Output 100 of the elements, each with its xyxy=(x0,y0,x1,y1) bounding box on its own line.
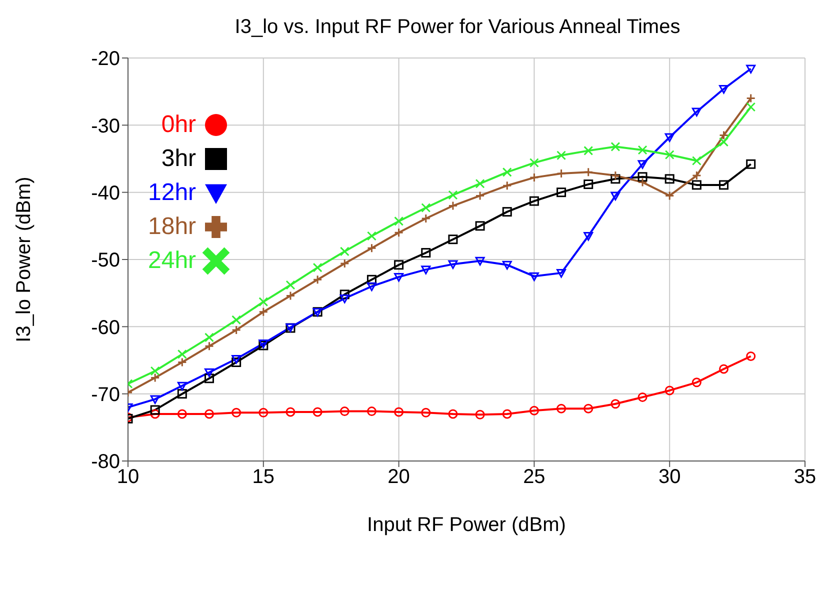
x-tick-label: 20 xyxy=(388,466,410,488)
x-tick-label: 30 xyxy=(658,466,681,488)
point xyxy=(584,146,594,156)
y-tick-label: -20 xyxy=(91,48,120,70)
point xyxy=(664,133,674,142)
point xyxy=(421,266,431,274)
point xyxy=(475,221,485,231)
point xyxy=(286,280,296,290)
point xyxy=(610,399,620,409)
point xyxy=(638,145,648,155)
point xyxy=(502,260,512,270)
point xyxy=(177,382,187,391)
point xyxy=(692,170,702,180)
y-tick-label: -50 xyxy=(91,250,120,272)
point xyxy=(719,84,729,94)
point xyxy=(719,130,729,140)
point xyxy=(584,232,594,241)
point xyxy=(638,160,648,169)
point xyxy=(746,351,756,361)
point xyxy=(610,192,620,200)
point xyxy=(556,168,566,178)
point xyxy=(366,243,376,253)
point xyxy=(232,325,242,335)
x-axis-title: Input RF Power (dBm) xyxy=(367,514,566,536)
point xyxy=(692,378,702,388)
point xyxy=(394,228,404,238)
y-axis-title: I3_lo Power (dBm) xyxy=(13,176,36,342)
point xyxy=(204,341,214,351)
point xyxy=(340,290,350,300)
legend-label: 12hr xyxy=(148,178,196,208)
point xyxy=(421,214,431,224)
point xyxy=(448,260,458,269)
point xyxy=(664,150,674,160)
point xyxy=(529,196,539,206)
point xyxy=(150,405,160,415)
point xyxy=(529,272,539,282)
point xyxy=(177,358,187,368)
point xyxy=(177,409,187,419)
y-tick-label: -70 xyxy=(91,384,120,406)
point xyxy=(502,409,512,419)
point xyxy=(394,407,404,417)
point xyxy=(746,159,756,169)
point xyxy=(340,406,350,416)
y-tick-label: -40 xyxy=(91,182,120,204)
point xyxy=(692,156,702,166)
point xyxy=(150,409,160,419)
point xyxy=(150,372,160,382)
point xyxy=(502,207,512,217)
point xyxy=(204,332,214,342)
point xyxy=(177,349,187,359)
y-tick-label: -60 xyxy=(91,316,120,339)
point xyxy=(719,364,729,374)
x-tick-label: 25 xyxy=(523,466,546,488)
point xyxy=(394,216,404,226)
point xyxy=(610,142,620,152)
point xyxy=(258,297,268,307)
point xyxy=(232,358,242,368)
point xyxy=(448,201,458,211)
x-tick-label: 15 xyxy=(252,466,275,488)
point xyxy=(258,307,268,317)
point xyxy=(421,203,431,213)
point xyxy=(340,294,350,304)
point xyxy=(638,392,648,402)
point xyxy=(448,190,458,200)
point xyxy=(204,374,214,384)
point xyxy=(692,108,702,116)
point xyxy=(204,409,214,419)
point xyxy=(529,172,539,182)
point xyxy=(421,248,431,258)
point xyxy=(584,167,594,177)
point xyxy=(340,258,350,268)
point xyxy=(394,260,404,270)
point xyxy=(394,273,404,282)
point xyxy=(664,174,674,184)
point xyxy=(312,262,322,272)
chart-title: I3_lo vs. Input RF Power for Various Anneal Times xyxy=(234,15,682,40)
legend-label: 3hr xyxy=(161,144,196,174)
point xyxy=(340,246,350,256)
point xyxy=(746,64,756,74)
point xyxy=(719,180,729,190)
point xyxy=(556,404,566,414)
point xyxy=(232,354,242,364)
point xyxy=(584,180,594,190)
x-tick-label: 35 xyxy=(794,466,816,488)
legend-label: 18hr xyxy=(148,212,196,242)
point xyxy=(286,407,296,417)
legend-label: 0hr xyxy=(161,110,196,140)
point xyxy=(286,291,296,301)
point xyxy=(529,158,539,168)
point xyxy=(556,268,566,278)
y-tick-label: -30 xyxy=(91,115,120,138)
point xyxy=(638,172,648,182)
point xyxy=(475,178,485,188)
point xyxy=(258,408,268,418)
point xyxy=(177,389,187,399)
point xyxy=(150,395,160,404)
point xyxy=(232,408,242,418)
point xyxy=(232,315,242,325)
point xyxy=(664,386,674,396)
point xyxy=(584,404,594,414)
